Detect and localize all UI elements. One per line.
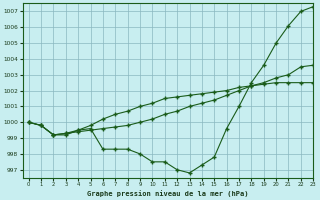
X-axis label: Graphe pression niveau de la mer (hPa): Graphe pression niveau de la mer (hPa) <box>87 190 249 197</box>
